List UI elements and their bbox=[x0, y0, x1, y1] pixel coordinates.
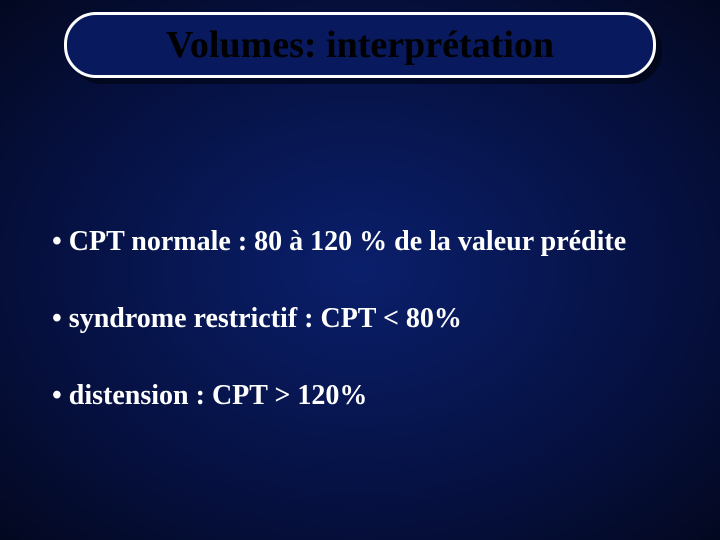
list-item: • CPT normale : 80 à 120 % de la valeur … bbox=[52, 224, 668, 259]
title-box: Volumes: interprétation bbox=[64, 12, 656, 78]
slide-title: Volumes: interprétation bbox=[166, 23, 554, 67]
list-item: • syndrome restrictif : CPT < 80% bbox=[52, 301, 668, 336]
bullet-list: • CPT normale : 80 à 120 % de la valeur … bbox=[52, 224, 668, 455]
list-item: • distension : CPT > 120% bbox=[52, 378, 668, 413]
